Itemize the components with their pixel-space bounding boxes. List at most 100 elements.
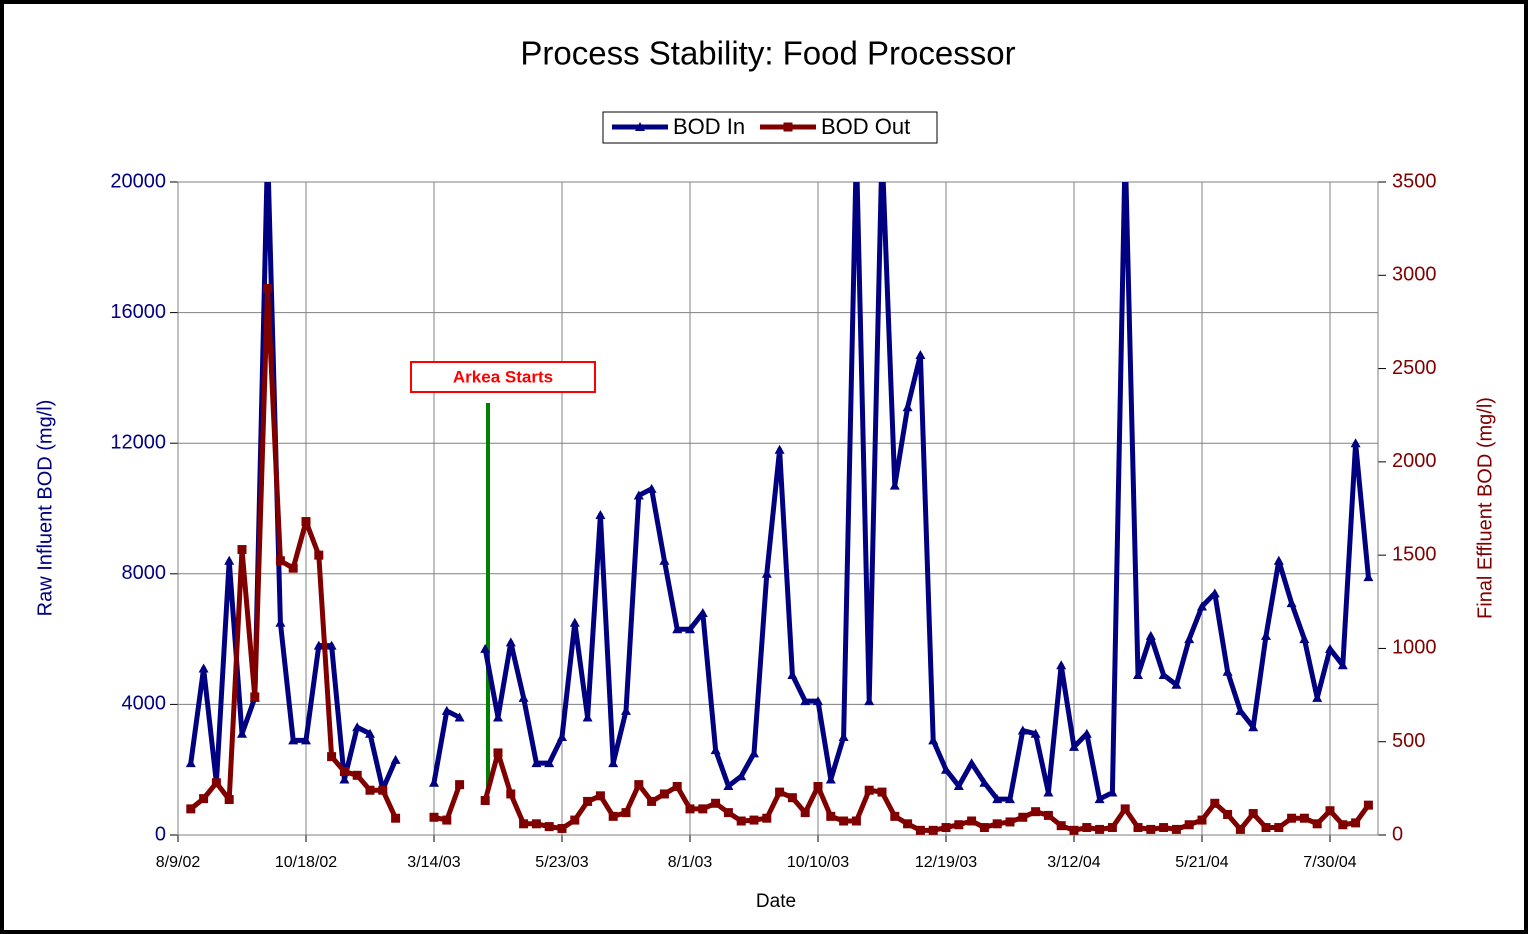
marker [1184,634,1195,644]
marker [979,777,990,787]
marker [1145,630,1156,640]
marker [902,402,913,412]
marker [1351,818,1361,828]
marker [698,804,708,814]
marker [890,811,900,821]
x-tick-label: 12/19/03 [915,854,977,871]
marker [1197,601,1207,611]
marker [1094,794,1105,804]
marker [454,712,465,722]
marker [1261,823,1271,833]
marker [1210,798,1220,808]
marker [1081,728,1092,738]
marker [1197,815,1207,825]
marker [762,813,772,823]
y2-tick-label: 2000 [1392,450,1437,472]
marker [1133,823,1143,833]
marker [813,696,823,706]
marker [736,771,747,781]
marker [480,643,491,653]
marker [608,811,618,821]
legend-label: BOD Out [821,114,910,139]
marker [1095,824,1105,834]
y2-tick-label: 2500 [1392,357,1437,379]
marker [199,794,209,804]
y-tick-label: 4000 [122,693,167,715]
marker [1056,660,1067,670]
marker [480,795,490,805]
x-tick-label: 5/21/04 [1175,854,1228,871]
marker [1286,598,1297,608]
marker [634,780,644,790]
marker [1017,725,1028,735]
x-tick-label: 10/10/03 [787,854,849,871]
marker [1159,823,1169,833]
marker [1261,630,1271,640]
marker [1031,807,1041,817]
x-tick-label: 3/12/04 [1047,854,1100,871]
marker [211,778,221,788]
marker [1338,820,1348,830]
marker [647,796,657,806]
marker [557,732,567,742]
marker [800,808,810,818]
marker [608,758,619,768]
marker [518,692,529,702]
marker [288,735,299,745]
x-tick-label: 5/23/03 [535,854,588,871]
marker [749,748,759,758]
marker [685,804,695,814]
marker [531,819,541,829]
marker [250,692,260,702]
marker [685,624,695,634]
legend-label: BOD In [673,114,745,139]
annotation-box [410,361,596,393]
marker [224,795,234,805]
marker [877,787,887,797]
chart-title: Process Stability: Food Processor [520,35,1015,72]
chart-background [4,4,1524,930]
marker [659,789,669,799]
marker [224,555,235,565]
marker [979,823,989,833]
marker [1005,794,1015,804]
y2-tick-label: 0 [1392,823,1403,845]
marker [1235,705,1246,715]
marker [1030,728,1041,738]
marker [1350,438,1361,448]
marker [1287,813,1297,823]
marker [595,510,606,520]
marker [1069,825,1079,835]
marker [1184,820,1194,830]
marker [749,815,759,825]
marker [569,617,580,627]
marker [288,563,298,573]
marker [237,728,247,738]
y-tick-label: 8000 [122,562,167,584]
y-tick-label: 16000 [110,301,166,323]
x-tick-label: 3/14/03 [407,854,460,871]
marker [237,545,247,555]
marker [391,813,401,823]
marker [672,624,683,634]
y2-tick-label: 3500 [1392,170,1437,192]
marker [185,758,196,768]
marker [1043,810,1053,820]
marker [813,781,823,791]
marker [429,777,439,787]
marker [1325,806,1335,816]
y-tick-label: 0 [155,823,166,845]
y2-tick-label: 500 [1392,730,1425,752]
marker [429,812,439,822]
marker [928,735,939,745]
marker [697,607,708,617]
marker [992,819,1002,829]
marker [301,735,311,745]
marker [903,819,913,829]
marker [1337,660,1348,670]
marker [825,774,836,784]
y2-tick-label: 3000 [1392,264,1437,286]
marker [864,696,875,706]
marker [544,758,555,768]
